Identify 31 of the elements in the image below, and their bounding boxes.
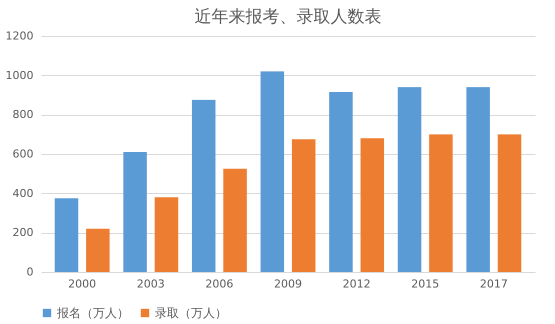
x-tick-label: 2009 [274, 278, 302, 290]
y-tick-label: 1000 [6, 68, 34, 82]
y-tick-label: 400 [12, 186, 34, 200]
bar [429, 134, 453, 272]
bar [292, 139, 316, 272]
x-tick-label: 2017 [480, 278, 508, 290]
x-tick-label: 2012 [342, 278, 371, 290]
x-tick-label: 2000 [68, 278, 96, 290]
y-tick-label: 800 [12, 108, 34, 122]
bar [329, 92, 353, 272]
x-tick-label: 2006 [205, 278, 234, 290]
x-tick-label: 2003 [136, 278, 165, 290]
bar [498, 134, 522, 272]
bar [223, 168, 247, 272]
bar [154, 197, 178, 272]
bar [123, 152, 147, 272]
y-tick-label: 600 [12, 148, 34, 160]
legend-label: 报名（万人） [56, 306, 129, 320]
bar [192, 100, 216, 272]
x-tick-label: 2015 [411, 278, 440, 290]
bar [466, 87, 490, 272]
bar [86, 228, 110, 272]
bar [260, 71, 284, 272]
legend-label: 录取（万人） [155, 306, 227, 320]
y-tick-label: 200 [12, 226, 34, 240]
chart-title: 近年来报考、录取人数表 [194, 7, 382, 27]
bar [54, 198, 78, 272]
bar [398, 87, 422, 272]
y-tick-label: 0 [26, 266, 34, 278]
bar [360, 138, 384, 272]
y-tick-label: 1200 [6, 30, 34, 42]
